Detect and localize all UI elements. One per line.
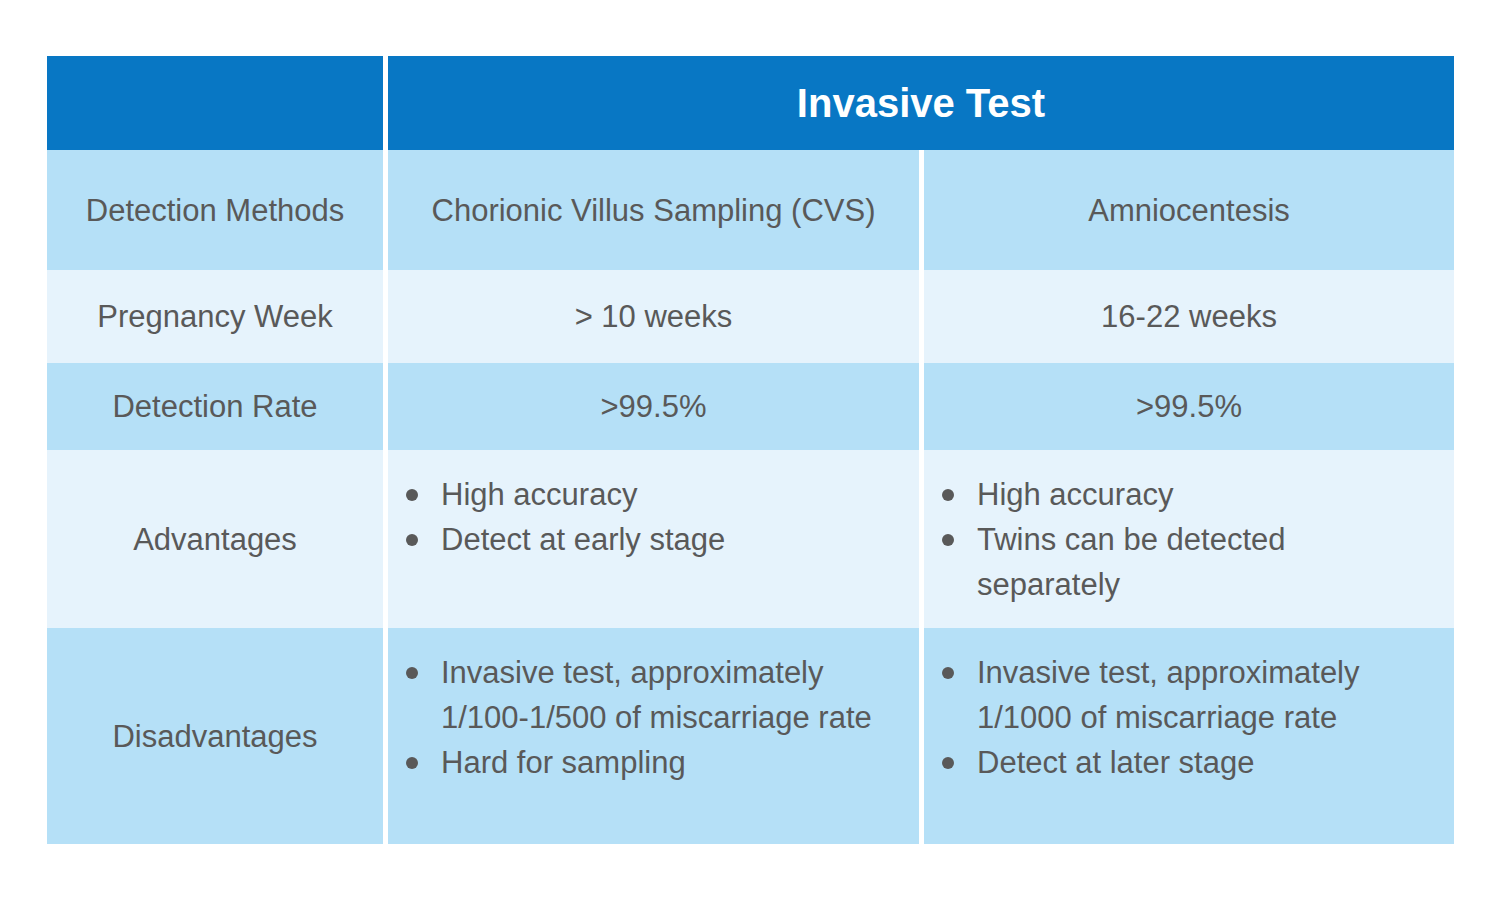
list-item-text: High accuracy [441,472,637,517]
list-item-text: Invasive test, approximately 1/1000 of m… [977,650,1414,740]
row-label-advantages: Advantages [47,450,383,628]
list-item: Invasive test, approximately 1/100-1/500… [406,650,879,740]
list-item: Detect at early stage [406,517,725,562]
amnio-week-text: 16-22 weeks [1101,294,1277,339]
amnio-disadvantages-list: Invasive test, approximately 1/1000 of m… [942,650,1414,785]
list-item: Invasive test, approximately 1/1000 of m… [942,650,1414,740]
cell-cvs-advantages: High accuracy Detect at early stage [388,450,919,628]
row-label-disadvantages: Disadvantages [47,628,383,844]
bullet-icon [406,667,418,679]
list-item: Detect at later stage [942,740,1414,785]
bullet-icon [406,757,418,769]
list-item: Hard for sampling [406,740,879,785]
amnio-method-text: Amniocentesis [1088,188,1290,233]
cell-cvs-rate: >99.5% [388,363,919,450]
header-invasive-test-cell: Invasive Test [388,56,1454,150]
bullet-icon [942,489,954,501]
cell-amnio-advantages: High accuracy Twins can be detected sepa… [924,450,1454,628]
cvs-week-text: > 10 weeks [575,294,733,339]
list-item: Twins can be detected separately [942,517,1414,607]
header-title: Invasive Test [797,79,1045,127]
cell-cvs-disadvantages: Invasive test, approximately 1/100-1/500… [388,628,919,844]
list-item-text: Detect at later stage [977,740,1254,785]
list-item-text: Twins can be detected separately [977,517,1414,607]
bullet-icon [942,757,954,769]
bullet-icon [942,667,954,679]
row-label-detection-methods: Detection Methods [47,150,383,270]
detection-methods-label: Detection Methods [86,188,344,233]
cell-cvs-week: > 10 weeks [388,270,919,363]
cell-amnio-disadvantages: Invasive test, approximately 1/1000 of m… [924,628,1454,844]
cell-amnio-rate: >99.5% [924,363,1454,450]
row-label-detection-rate: Detection Rate [47,363,383,450]
cell-amnio-week: 16-22 weeks [924,270,1454,363]
list-item-text: Hard for sampling [441,740,686,785]
amnio-rate-text: >99.5% [1136,384,1242,429]
list-item-text: High accuracy [977,472,1173,517]
amnio-advantages-list: High accuracy Twins can be detected sepa… [942,472,1414,607]
row-label-pregnancy-week: Pregnancy Week [47,270,383,363]
cvs-disadvantages-list: Invasive test, approximately 1/100-1/500… [406,650,879,785]
cvs-advantages-list: High accuracy Detect at early stage [406,472,725,562]
bullet-icon [942,534,954,546]
pregnancy-week-label: Pregnancy Week [97,294,333,339]
detection-rate-label: Detection Rate [112,384,317,429]
cvs-rate-text: >99.5% [600,384,706,429]
bullet-icon [406,489,418,501]
cell-amnio-method: Amniocentesis [924,150,1454,270]
disadvantages-label: Disadvantages [112,714,317,759]
list-item: High accuracy [406,472,725,517]
list-item-text: Detect at early stage [441,517,725,562]
header-corner-cell [47,56,383,150]
bullet-icon [406,534,418,546]
advantages-label: Advantages [133,517,297,562]
list-item-text: Invasive test, approximately 1/100-1/500… [441,650,879,740]
list-item: High accuracy [942,472,1414,517]
comparison-table: Invasive Test Detection Methods Chorioni… [47,56,1454,844]
cell-cvs-method: Chorionic Villus Sampling (CVS) [388,150,919,270]
cvs-method-text: Chorionic Villus Sampling (CVS) [432,188,876,233]
